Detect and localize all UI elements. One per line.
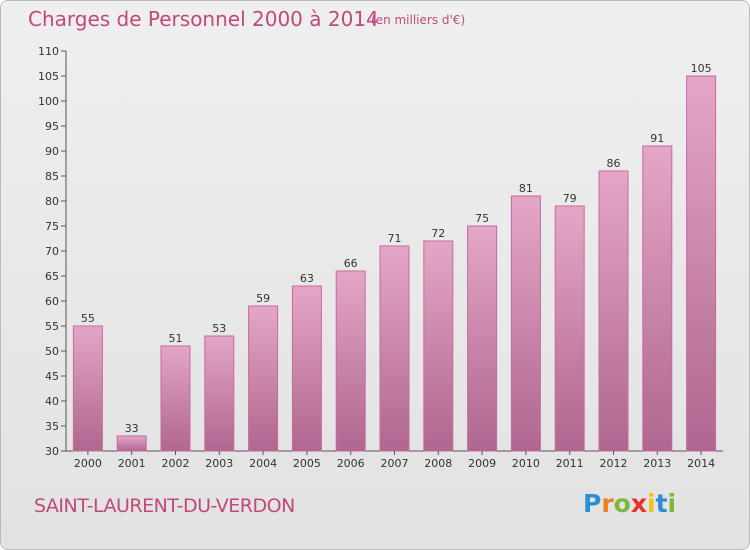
proxiti-logo[interactable]: Proxiti xyxy=(583,489,676,518)
bar xyxy=(423,240,454,452)
data-label: 86 xyxy=(607,157,621,170)
bar xyxy=(642,145,673,452)
data-label: 33 xyxy=(125,422,139,435)
y-tick-label: 90 xyxy=(45,145,59,158)
data-label: 55 xyxy=(81,312,95,325)
y-tick-label: 35 xyxy=(45,420,59,433)
x-tick-label: 2013 xyxy=(643,457,671,470)
logo-letter: i xyxy=(647,489,656,518)
y-tick-label: 30 xyxy=(45,445,59,458)
y-tick-label: 100 xyxy=(38,95,59,108)
y-tick-label: 95 xyxy=(45,120,59,133)
bar xyxy=(686,75,717,452)
bar xyxy=(554,205,585,452)
x-tick-label: 2011 xyxy=(556,457,584,470)
x-tick-label: 2014 xyxy=(687,457,715,470)
y-tick-label: 110 xyxy=(38,45,59,58)
y-tick-label: 85 xyxy=(45,170,59,183)
data-label: 81 xyxy=(519,182,533,195)
x-tick-label: 2004 xyxy=(249,457,277,470)
logo-letter: r xyxy=(601,489,614,518)
bar xyxy=(116,435,147,452)
data-label: 63 xyxy=(300,272,314,285)
y-tick-label: 80 xyxy=(45,195,59,208)
data-label: 66 xyxy=(344,257,358,270)
x-tick-label: 2001 xyxy=(118,457,146,470)
x-tick-label: 2007 xyxy=(381,457,409,470)
x-tick-label: 2005 xyxy=(293,457,321,470)
bar xyxy=(335,270,366,452)
bar xyxy=(467,225,498,452)
y-tick-label: 60 xyxy=(45,295,59,308)
logo-letter: t xyxy=(655,489,668,518)
data-label: 79 xyxy=(563,192,577,205)
logo-letter: i xyxy=(667,489,677,518)
bar xyxy=(72,325,103,452)
x-tick-label: 2008 xyxy=(424,457,452,470)
y-tick-label: 75 xyxy=(45,220,59,233)
data-label: 53 xyxy=(212,322,226,335)
x-tick-label: 2009 xyxy=(468,457,496,470)
data-label: 75 xyxy=(475,212,489,225)
x-tick-label: 2012 xyxy=(600,457,628,470)
x-tick-label: 2002 xyxy=(162,457,190,470)
y-tick-label: 50 xyxy=(45,345,59,358)
x-tick-label: 2003 xyxy=(205,457,233,470)
logo-letter: x xyxy=(630,489,647,518)
y-tick-label: 70 xyxy=(45,245,59,258)
x-tick-label: 2010 xyxy=(512,457,540,470)
data-label: 91 xyxy=(650,132,664,145)
bar xyxy=(160,345,191,452)
data-label: 59 xyxy=(256,292,270,305)
x-tick-label: 2006 xyxy=(337,457,365,470)
bar xyxy=(598,170,629,452)
logo-letter: o xyxy=(613,489,631,518)
x-tick-label: 2000 xyxy=(74,457,102,470)
bar xyxy=(291,285,322,452)
data-label: 51 xyxy=(169,332,183,345)
bar xyxy=(510,195,541,452)
data-label: 105 xyxy=(691,62,712,75)
y-tick-label: 65 xyxy=(45,270,59,283)
y-tick-label: 45 xyxy=(45,370,59,383)
bar xyxy=(204,335,235,452)
data-label: 71 xyxy=(388,232,402,245)
bar xyxy=(379,245,410,452)
chart-title: Charges de Personnel 2000 à 2014 xyxy=(28,7,379,31)
y-tick-label: 55 xyxy=(45,320,59,333)
y-tick-label: 40 xyxy=(45,395,59,408)
commune-name: SAINT-LAURENT-DU-VERDON xyxy=(34,495,295,517)
bar xyxy=(248,305,279,452)
logo-letter: P xyxy=(583,489,602,518)
y-tick-label: 105 xyxy=(38,70,59,83)
data-label: 72 xyxy=(431,227,445,240)
chart-subtitle: (en milliers d'€) xyxy=(371,13,466,27)
